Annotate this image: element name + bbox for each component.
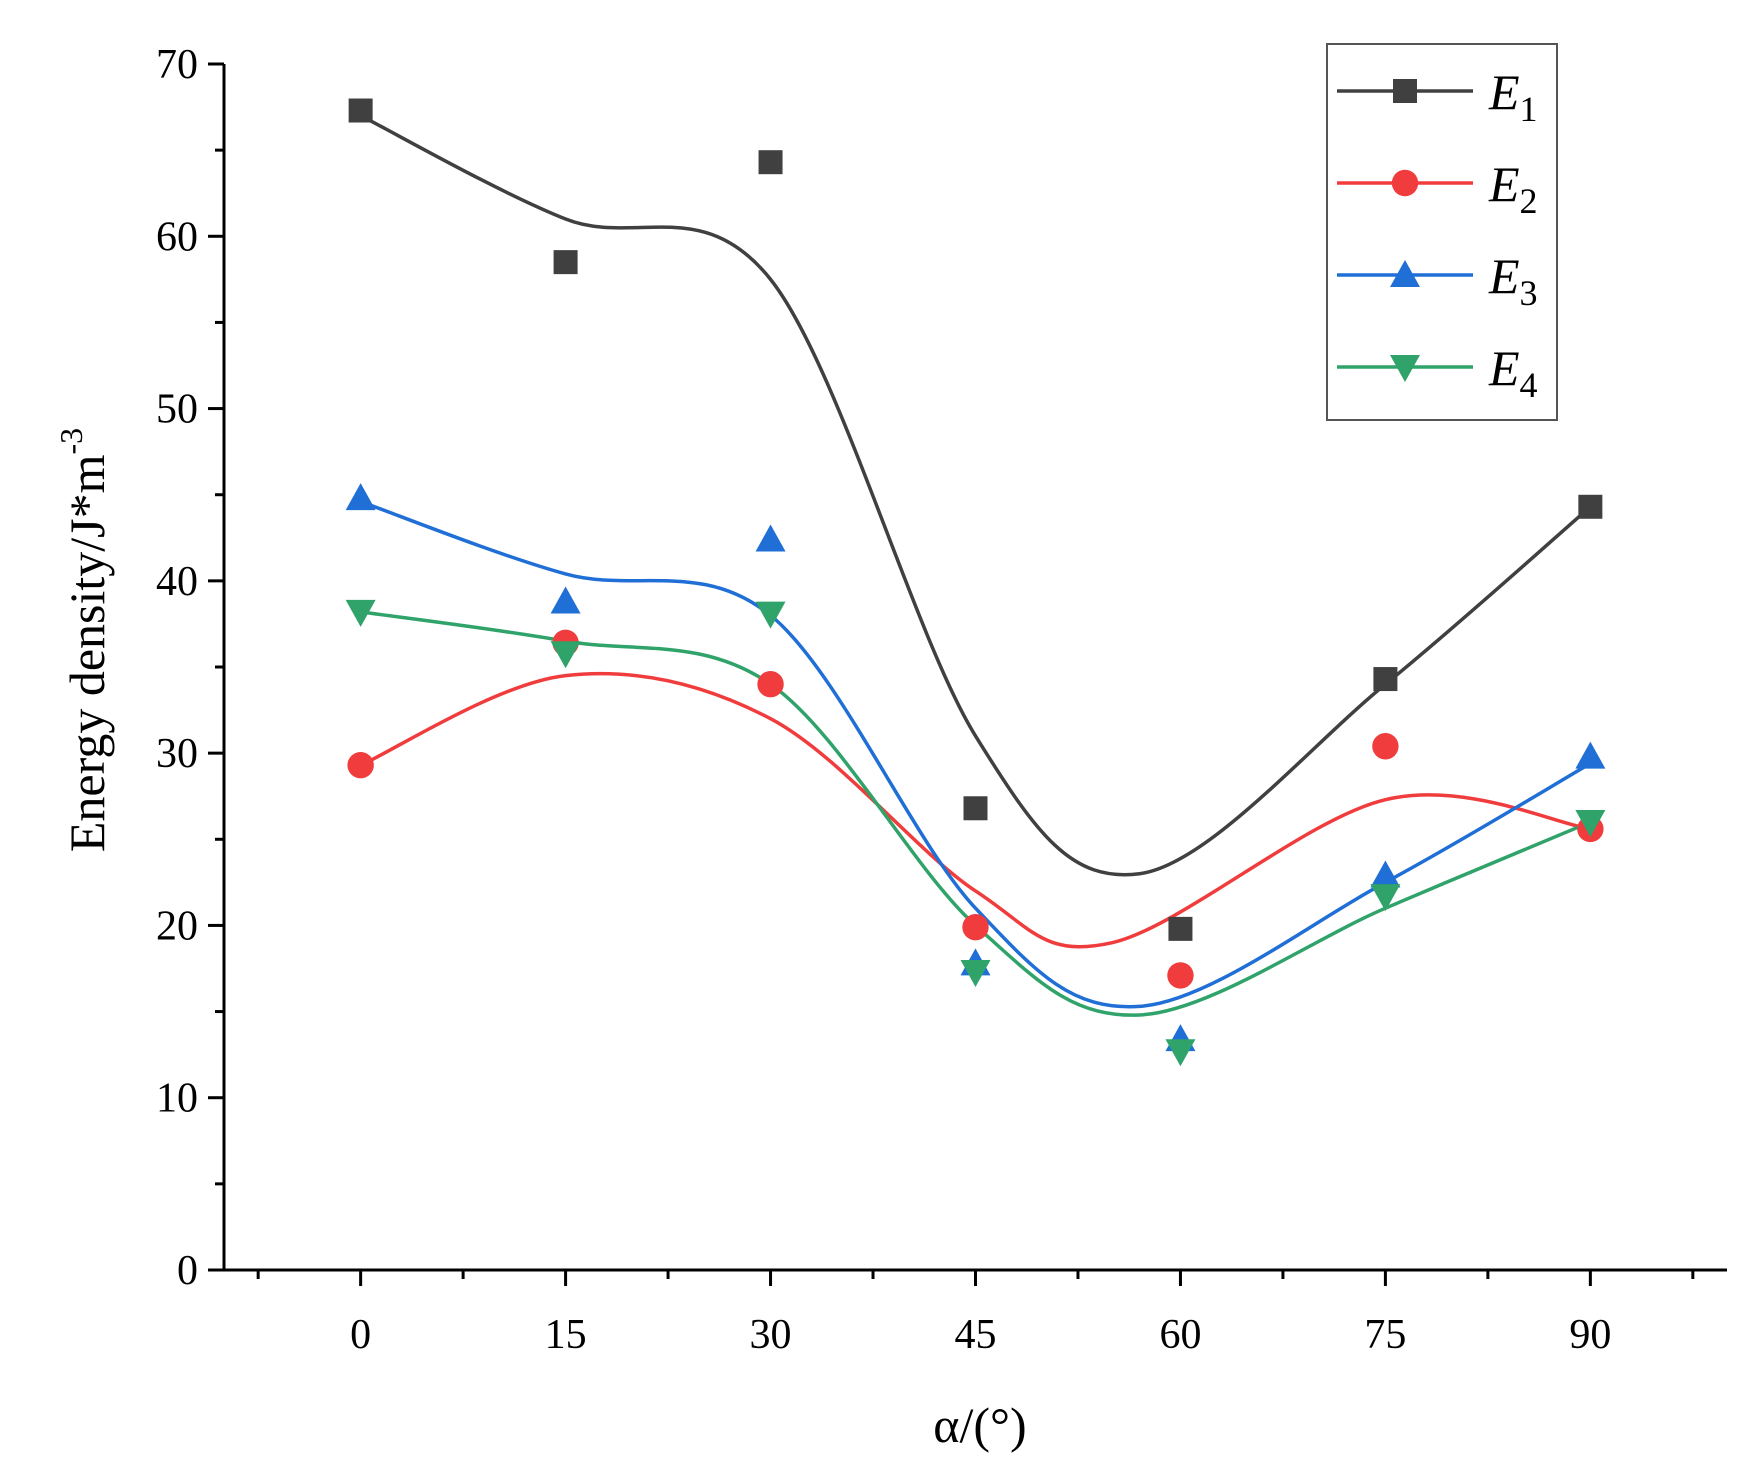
data-markers xyxy=(345,98,1606,1067)
data-point-e3 xyxy=(345,483,376,511)
data-point-e1 xyxy=(1373,667,1398,692)
data-point-e2 xyxy=(347,752,374,779)
y-axis-label: Energy density/J*m-3 xyxy=(53,428,115,852)
legend-marker-e2 xyxy=(1391,169,1419,197)
y-tick-label: 50 xyxy=(156,387,198,433)
y-tick-label: 60 xyxy=(156,214,198,260)
legend-label-e3: E3 xyxy=(1488,248,1538,313)
y-axis-label-text: Energy density/J*m xyxy=(59,454,115,852)
x-tick-label: 60 xyxy=(1159,1312,1201,1358)
legend-box xyxy=(1326,43,1558,421)
data-point-e2 xyxy=(962,913,989,941)
data-point-e4 xyxy=(550,641,581,669)
data-point-e3 xyxy=(1575,741,1606,769)
legend-label-e2: E2 xyxy=(1488,156,1538,221)
x-tick-label: 75 xyxy=(1364,1312,1406,1358)
legend-name: E xyxy=(1488,340,1520,396)
data-point-e4 xyxy=(960,959,991,987)
legend-name: E xyxy=(1488,156,1520,212)
legend-subscript: 2 xyxy=(1520,181,1538,221)
legend-subscript: 3 xyxy=(1520,273,1538,313)
x-tick-label: 90 xyxy=(1569,1312,1611,1358)
x-tick-label: 0 xyxy=(350,1312,371,1358)
x-tick-label: 15 xyxy=(545,1312,587,1358)
x-tick-label: 45 xyxy=(955,1312,997,1358)
x-tick-label: 30 xyxy=(750,1312,792,1358)
y-tick-label: 0 xyxy=(177,1248,198,1294)
data-point-e1 xyxy=(758,150,783,175)
legend-name: E xyxy=(1488,248,1520,304)
axis-labels: α/(°) Energy density/J*m-3 xyxy=(53,428,1027,1453)
legend-marker-e4 xyxy=(1390,355,1420,382)
data-point-e1 xyxy=(963,796,988,821)
data-point-e4 xyxy=(755,601,786,629)
data-point-e2 xyxy=(1372,733,1399,760)
data-point-e3 xyxy=(1370,860,1401,888)
data-point-e3 xyxy=(755,524,786,552)
y-tick-label: 30 xyxy=(156,731,198,777)
y-tick-label: 70 xyxy=(156,42,198,88)
legend-marker-e3 xyxy=(1390,260,1420,287)
fit-curve-e2 xyxy=(359,671,1591,949)
data-point-e1 xyxy=(553,250,578,275)
y-tick-label: 20 xyxy=(156,903,198,949)
legend-subscript: 1 xyxy=(1520,89,1538,129)
data-point-e3 xyxy=(550,586,581,614)
y-tick-label: 40 xyxy=(156,559,198,605)
legend-subscript: 4 xyxy=(1520,365,1538,405)
legend-name: E xyxy=(1488,64,1520,120)
data-point-e4 xyxy=(1370,884,1401,912)
tick-marks: 0 10 20 30 40 50 60 70 0 15 30 45 60 75 90 xyxy=(156,42,1695,1358)
data-point-e1 xyxy=(1578,494,1603,519)
data-point-e1 xyxy=(1168,916,1193,941)
y-tick-label: 10 xyxy=(156,1076,198,1122)
legend-marker-e1 xyxy=(1393,79,1417,103)
data-point-e2 xyxy=(757,671,784,698)
data-point-e4 xyxy=(345,599,376,627)
y-axis-label-superscript: -3 xyxy=(53,428,89,455)
data-point-e4 xyxy=(1575,810,1606,838)
x-axis-label: α/(°) xyxy=(933,1397,1026,1453)
data-point-e4 xyxy=(1165,1039,1196,1067)
data-point-e2 xyxy=(1167,962,1194,989)
legend-label-e1: E1 xyxy=(1488,64,1538,129)
legend-label-e4: E4 xyxy=(1488,340,1538,405)
data-point-e1 xyxy=(348,98,373,123)
